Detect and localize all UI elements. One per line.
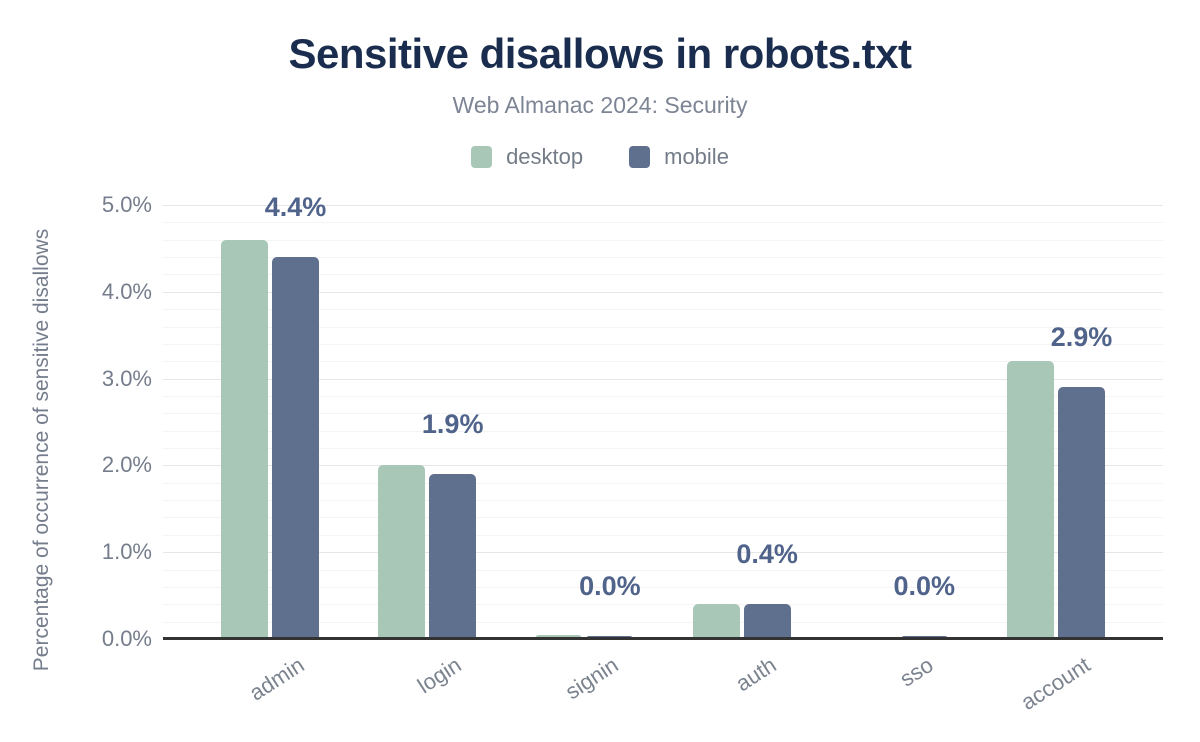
bar-mobile-admin[interactable] xyxy=(272,257,319,639)
gridline-minor xyxy=(163,239,1163,241)
bar-mobile-login[interactable] xyxy=(429,474,477,639)
chart-subtitle: Web Almanac 2024: Security xyxy=(452,92,748,118)
bar-desktop-login[interactable] xyxy=(378,465,426,639)
x-axis-label-admin: admin xyxy=(244,652,309,706)
gridline-minor xyxy=(163,604,1163,606)
y-axis-tick-label: 5.0% xyxy=(101,192,152,217)
gridline-minor xyxy=(163,343,1163,345)
gridline-minor xyxy=(163,621,1163,623)
y-axis-tick-label: 2.0% xyxy=(101,452,152,478)
gridline-minor xyxy=(163,222,1163,224)
gridline-minor xyxy=(163,534,1163,536)
gridline-major xyxy=(163,465,1163,467)
y-axis-tick-label: 0.0% xyxy=(101,626,152,651)
gridline-major xyxy=(163,378,1163,380)
bar-value-label-account: 2.9% xyxy=(1050,322,1113,353)
gridline-major xyxy=(163,291,1163,293)
x-axis-baseline xyxy=(163,637,1163,640)
y-axis-tick-label: 1.0% xyxy=(101,539,152,565)
legend-swatch-mobile xyxy=(629,146,651,168)
bar-desktop-admin[interactable] xyxy=(221,239,268,639)
x-axis-label-signin: signin xyxy=(561,652,624,705)
bar-value-label-sso: 0.0% xyxy=(893,571,956,602)
x-axis-label-auth: auth xyxy=(730,652,781,697)
bar-desktop-account[interactable] xyxy=(1007,361,1054,639)
gridline-minor xyxy=(163,569,1163,571)
gridline-minor xyxy=(163,257,1163,259)
x-axis-label-account: account xyxy=(1016,652,1095,715)
x-axis-label-login: login xyxy=(413,652,466,699)
gridline-minor xyxy=(163,482,1163,484)
gridline-minor xyxy=(163,413,1163,415)
y-axis-tick-label: 4.0% xyxy=(101,278,152,304)
legend-label-mobile: mobile xyxy=(664,144,729,169)
gridline-minor xyxy=(163,448,1163,450)
gridline-minor xyxy=(163,586,1163,588)
gridline-minor xyxy=(163,274,1163,276)
y-axis-tick-label: 3.0% xyxy=(101,365,152,391)
bar-value-label-auth: 0.4% xyxy=(736,539,798,570)
y-axis-title: Percentage of occurrence of sensitive di… xyxy=(30,228,53,672)
gridline-major xyxy=(163,205,1163,206)
bar-mobile-auth[interactable] xyxy=(743,604,791,639)
legend-label-desktop: desktop xyxy=(506,144,584,169)
bar-desktop-auth[interactable] xyxy=(692,604,740,639)
gridline-minor xyxy=(163,309,1163,311)
bar-value-label-signin: 0.0% xyxy=(579,571,641,602)
legend-item-desktop: desktop xyxy=(471,144,583,170)
gridline-minor xyxy=(163,517,1163,519)
gridline-minor xyxy=(163,361,1163,363)
bar-desktop-signin[interactable] xyxy=(535,634,583,639)
bar-value-label-login: 1.9% xyxy=(421,409,484,440)
bar-mobile-account[interactable] xyxy=(1058,387,1105,639)
legend-item-mobile: mobile xyxy=(629,144,729,170)
gridline-minor xyxy=(163,500,1163,502)
gridline-minor xyxy=(163,395,1163,397)
chart-title: Sensitive disallows in robots.txt xyxy=(288,30,912,77)
gridline-minor xyxy=(163,430,1163,432)
legend: desktop mobile xyxy=(0,144,1200,170)
gridline-major xyxy=(163,552,1163,554)
gridline-minor xyxy=(163,326,1163,328)
bar-value-label-admin: 4.4% xyxy=(264,192,327,223)
legend-swatch-desktop xyxy=(471,146,493,168)
x-axis-label-sso: sso xyxy=(895,652,938,692)
